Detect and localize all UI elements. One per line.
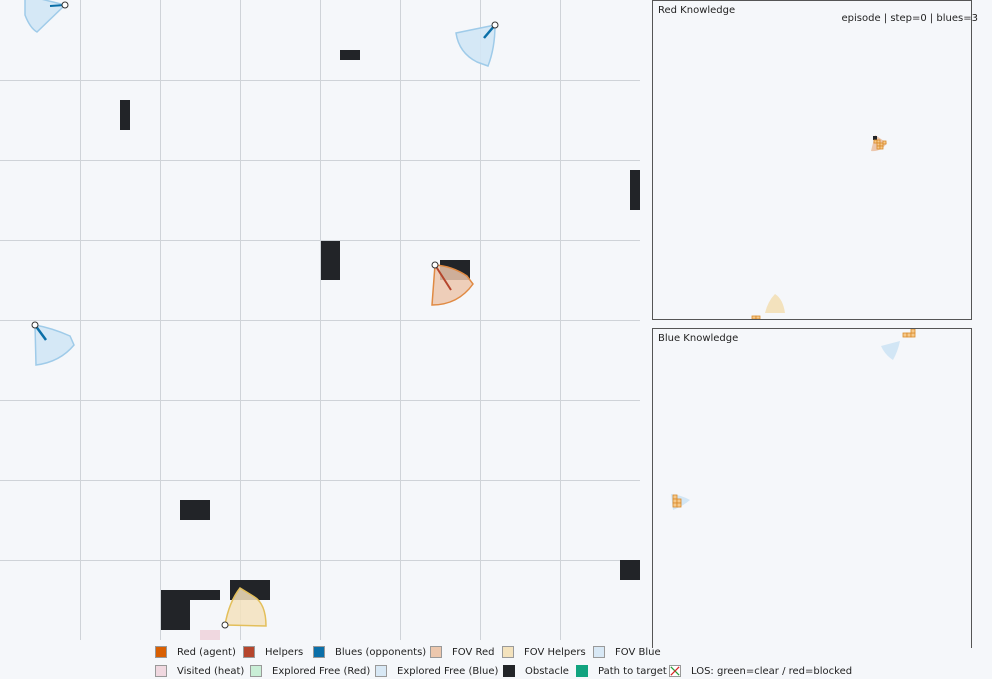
blue-known-fov (881, 341, 900, 360)
blue-agent-marker (61, 1, 69, 9)
legend-item-explored-red: Explored Free (Red) (250, 665, 370, 677)
los-cross-icon (669, 665, 681, 677)
blue-knowledge-title: Blue Knowledge (658, 333, 739, 344)
legend-item-blues: Blues (opponents) (313, 646, 426, 658)
episode-status: episode | step=0 | blues=3 (841, 13, 979, 24)
visited-cell (200, 630, 220, 640)
helper-fov-cone (224, 587, 267, 627)
helper-agent (221, 621, 229, 629)
blue-fov-cone (34, 324, 75, 366)
obstacle (340, 50, 360, 60)
world-grid-map (0, 0, 640, 640)
legend-item-obstacle: Obstacle (503, 665, 569, 677)
red-agent-marker (431, 261, 439, 269)
obstacle (161, 590, 190, 630)
legend-item-explored-blue: Explored Free (Blue) (375, 665, 498, 677)
path-swatch (576, 665, 588, 677)
obstacle (321, 241, 340, 280)
blue-agent-marker (491, 21, 499, 29)
obstacle (190, 590, 220, 600)
legend-item-visited: Visited (heat) (155, 665, 244, 677)
obstacle (620, 560, 640, 580)
explored-blue-swatch (375, 665, 387, 677)
red-knowledge-map (751, 135, 887, 319)
obstacle-swatch (503, 665, 515, 677)
obstacle (630, 170, 640, 210)
blue-fov-cone (24, 0, 67, 33)
legend-item-path: Path to target (576, 665, 667, 677)
red-agent-swatch (155, 646, 167, 658)
legend-item-fov-blue: FOV Blue (593, 646, 661, 658)
red-knowledge-panel: Red Knowledge (652, 0, 972, 320)
fov-helpers-swatch (502, 646, 514, 658)
legend: Red (agent) Helpers Blues (opponents) FO… (0, 642, 992, 679)
blues-swatch (313, 646, 325, 658)
legend-item-fov-red: FOV Red (430, 646, 494, 658)
red-known-obstacle (873, 136, 877, 140)
red-explored-cells (873, 139, 887, 150)
blue-agent-marker (31, 321, 39, 329)
obstacles (120, 50, 640, 630)
legend-item-helpers: Helpers (243, 646, 303, 658)
helper-known-fov (765, 294, 785, 313)
fov-red-swatch (430, 646, 442, 658)
grid-lines (0, 0, 640, 640)
red-knowledge-title: Red Knowledge (658, 5, 736, 16)
blue-agents (31, 1, 499, 341)
legend-item-red-agent: Red (agent) (155, 646, 236, 658)
fov-blue-swatch (593, 646, 605, 658)
explored-red-swatch (250, 665, 262, 677)
obstacle (180, 500, 210, 520)
helper-agent-marker (221, 621, 229, 629)
red-agent (431, 261, 452, 291)
legend-item-los: LOS: green=clear / red=blocked (669, 665, 852, 677)
helpers-swatch (243, 646, 255, 658)
visited-swatch (155, 665, 167, 677)
blue-knowledge-map (671, 329, 916, 510)
legend-item-fov-helpers: FOV Helpers (502, 646, 586, 658)
obstacle (120, 100, 130, 130)
blue-knowledge-panel: Blue Knowledge (652, 328, 972, 648)
